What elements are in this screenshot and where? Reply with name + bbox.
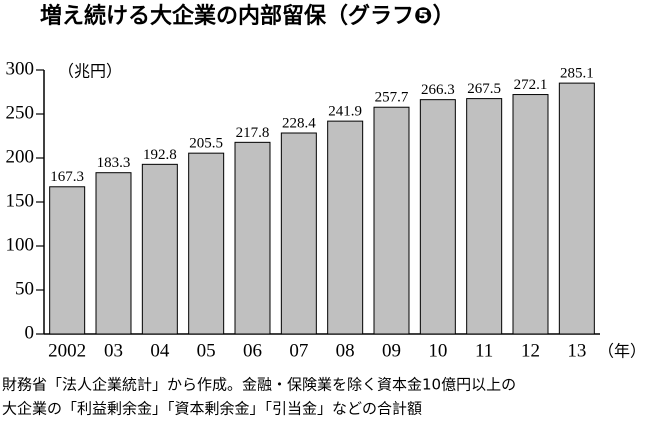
value-label: 257.7: [375, 90, 409, 106]
y-axis-label: （兆円）: [58, 62, 122, 81]
value-label: 217.8: [236, 125, 270, 141]
value-label: 285.1: [560, 66, 594, 82]
y-tick-label: 200: [6, 146, 35, 167]
y-tick-label: 150: [6, 190, 35, 211]
bar: [419, 99, 456, 335]
x-tick-label: 09: [382, 340, 401, 361]
value-label: 272.1: [514, 77, 548, 93]
bar: [558, 82, 595, 335]
y-tick-label: 300: [6, 58, 35, 79]
x-tick-label: 13: [567, 340, 586, 361]
value-label: 192.8: [143, 147, 177, 163]
bar: [373, 106, 410, 335]
chart-title: 増え続ける大企業の内部留保（グラフ❺）: [40, 3, 455, 29]
bar: [280, 132, 317, 335]
value-label: 241.9: [328, 104, 362, 120]
footnote: 財務省「法人企業統計」から作成。金融・保険業を除く資本金10億円以上の: [2, 376, 516, 394]
y-tick-label: 0: [25, 322, 35, 343]
bar: [95, 172, 132, 335]
value-label: 267.5: [467, 81, 501, 97]
x-tick-label: 12: [521, 340, 540, 361]
x-tick-label: 11: [475, 340, 493, 361]
y-tick-label: 250: [6, 102, 35, 123]
x-tick-label: 07: [289, 340, 308, 361]
x-tick-label: 05: [197, 340, 216, 361]
value-label: 228.4: [282, 115, 316, 131]
x-tick-label: 04: [150, 340, 170, 361]
value-label: 183.3: [97, 155, 131, 171]
bar: [141, 163, 178, 335]
x-axis-label: （年）: [598, 342, 646, 361]
x-tick-label: 03: [104, 340, 123, 361]
value-label: 266.3: [421, 82, 455, 98]
value-label: 167.3: [50, 169, 84, 185]
x-tick-label: 10: [428, 340, 447, 361]
bar: [512, 94, 549, 335]
y-tick-label: 100: [6, 234, 35, 255]
footnote: 大企業の「利益剰余金」「資本剰余金」「引当金」などの合計額: [2, 400, 422, 418]
bar: [327, 120, 364, 335]
x-tick-label: 2002: [48, 340, 86, 361]
y-tick-label: 50: [15, 278, 34, 299]
value-label: 205.5: [189, 136, 223, 152]
bar: [234, 141, 271, 335]
x-tick-label: 08: [336, 340, 355, 361]
bar: [188, 152, 225, 335]
bar: [466, 98, 503, 335]
x-tick-label: 06: [243, 340, 262, 361]
bar: [49, 186, 86, 335]
